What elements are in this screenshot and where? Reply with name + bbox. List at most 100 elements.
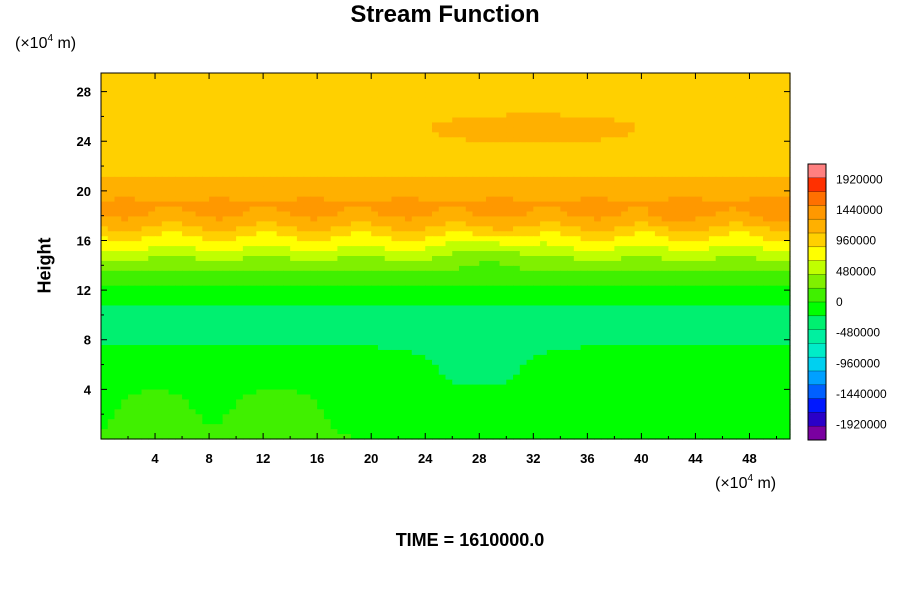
field-cell (681, 251, 690, 257)
field-cell (155, 236, 163, 242)
field-cell (702, 102, 710, 109)
field-cell (452, 112, 460, 119)
field-cell (486, 305, 494, 312)
field-cell (756, 181, 764, 188)
field-cell (350, 295, 359, 302)
field-cell (533, 221, 541, 227)
field-cell (783, 117, 791, 124)
field-cell (634, 162, 642, 168)
field-cell (310, 241, 318, 247)
field-cell (323, 186, 332, 193)
field-cell (675, 211, 683, 218)
field-cell (695, 142, 703, 148)
field-cell (486, 241, 494, 247)
field-cell (675, 280, 683, 287)
field-cell (708, 221, 717, 227)
field-cell (371, 73, 379, 79)
field-cell (668, 97, 676, 104)
field-cell (648, 236, 656, 242)
field-cell (600, 127, 609, 133)
field-cell (236, 157, 244, 163)
field-cell (486, 216, 494, 222)
field-cell (317, 73, 325, 79)
field-cell (121, 186, 129, 193)
field-cell (600, 226, 609, 232)
field-cell (168, 196, 176, 203)
field-cell (155, 221, 163, 227)
field-cell (492, 231, 501, 237)
field-cell (486, 226, 494, 232)
field-cell (134, 186, 143, 193)
field-cell (749, 142, 757, 148)
field-cell (580, 236, 588, 242)
field-cell (209, 231, 217, 237)
field-cell (459, 112, 467, 119)
field-cell (668, 137, 676, 143)
field-cell (310, 310, 318, 316)
field-cell (256, 241, 264, 247)
field-cell (242, 246, 251, 252)
field-cell (377, 171, 386, 178)
field-cell (661, 295, 670, 302)
field-cell (641, 117, 649, 124)
field-cell (195, 132, 203, 138)
field-cell (526, 196, 534, 203)
field-cell (540, 231, 548, 237)
field-cell (627, 251, 636, 257)
field-cell (222, 152, 230, 158)
field-cell (621, 162, 629, 168)
field-cell (175, 260, 183, 267)
field-cell (256, 97, 264, 104)
field-cell (783, 102, 791, 109)
field-cell (195, 157, 203, 163)
field-cell (371, 300, 379, 307)
field-cell (580, 265, 588, 272)
field-cell (128, 196, 136, 203)
field-cell (269, 206, 278, 213)
field-cell (675, 290, 683, 297)
field-cell (317, 137, 325, 143)
field-cell (634, 275, 642, 282)
field-cell (398, 206, 406, 213)
field-cell (134, 246, 143, 252)
field-cell (249, 73, 257, 79)
field-cell (465, 147, 474, 153)
field-cell (715, 127, 724, 133)
field-cell (148, 181, 156, 188)
field-cell (648, 107, 656, 114)
field-cell (242, 280, 251, 287)
field-cell (107, 191, 116, 198)
field-cell (634, 186, 642, 193)
field-cell (101, 285, 109, 292)
field-cell (357, 256, 366, 262)
field-cell (323, 166, 332, 173)
field-cell (452, 122, 460, 129)
field-cell (729, 211, 737, 218)
field-cell (188, 97, 197, 104)
field-cell (762, 181, 771, 188)
field-cell (107, 147, 116, 153)
field-cell (148, 186, 156, 193)
field-cell (560, 275, 568, 282)
field-cell (263, 265, 271, 272)
field-cell (317, 206, 325, 213)
field-cell (661, 260, 670, 267)
field-cell (425, 290, 433, 297)
field-cell (708, 171, 717, 178)
field-cell (222, 82, 230, 89)
field-cell (350, 112, 359, 119)
field-cell (735, 226, 744, 232)
field-cell (540, 122, 548, 129)
field-cell (229, 181, 237, 188)
field-cell (310, 201, 318, 208)
field-cell (357, 270, 366, 277)
field-cell (404, 137, 413, 143)
field-cell (141, 265, 149, 272)
field-cell (533, 186, 541, 193)
field-cell (756, 211, 764, 218)
field-cell (134, 310, 143, 316)
field-cell (587, 77, 595, 84)
field-cell (290, 206, 298, 213)
field-cell (371, 162, 379, 168)
field-cell (161, 211, 170, 218)
